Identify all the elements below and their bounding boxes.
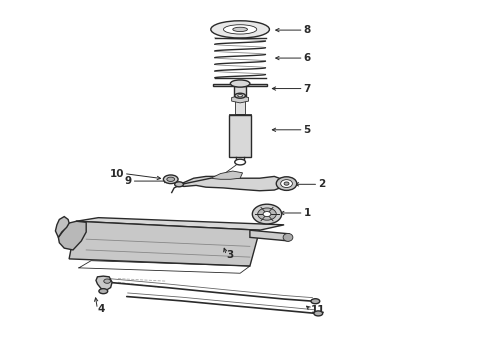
Ellipse shape [230, 80, 250, 87]
Text: 9: 9 [124, 176, 132, 186]
Ellipse shape [283, 233, 293, 241]
Ellipse shape [276, 177, 297, 190]
Text: 3: 3 [226, 250, 234, 260]
Ellipse shape [163, 175, 178, 184]
Polygon shape [55, 217, 69, 237]
Polygon shape [76, 218, 284, 230]
Text: 1: 1 [304, 208, 311, 218]
Bar [229, 116, 251, 157]
Ellipse shape [104, 279, 111, 283]
Bar [234, 86, 246, 99]
Text: 6: 6 [304, 53, 311, 63]
Ellipse shape [233, 27, 247, 32]
Text: 7: 7 [304, 84, 311, 94]
Bar [235, 96, 245, 114]
Text: 8: 8 [304, 25, 311, 35]
Ellipse shape [281, 180, 293, 188]
Ellipse shape [223, 25, 257, 34]
Ellipse shape [99, 289, 108, 294]
Text: 11: 11 [311, 305, 325, 315]
Ellipse shape [238, 95, 243, 97]
Polygon shape [211, 171, 243, 179]
Text: 10: 10 [109, 168, 124, 179]
Ellipse shape [263, 212, 271, 217]
Ellipse shape [235, 159, 245, 165]
Ellipse shape [167, 177, 174, 181]
Ellipse shape [284, 182, 289, 185]
Ellipse shape [211, 21, 270, 38]
Text: 4: 4 [98, 304, 105, 314]
Polygon shape [58, 221, 86, 250]
Polygon shape [250, 230, 289, 241]
Ellipse shape [174, 182, 183, 187]
Polygon shape [176, 176, 284, 191]
Polygon shape [96, 276, 112, 291]
Text: 5: 5 [304, 125, 311, 135]
Ellipse shape [314, 311, 323, 316]
Ellipse shape [258, 208, 276, 220]
Ellipse shape [252, 204, 282, 224]
Ellipse shape [311, 299, 320, 304]
Polygon shape [69, 221, 260, 266]
Bar [213, 84, 267, 86]
Polygon shape [232, 96, 248, 103]
Text: 2: 2 [318, 179, 325, 189]
Ellipse shape [235, 93, 245, 98]
